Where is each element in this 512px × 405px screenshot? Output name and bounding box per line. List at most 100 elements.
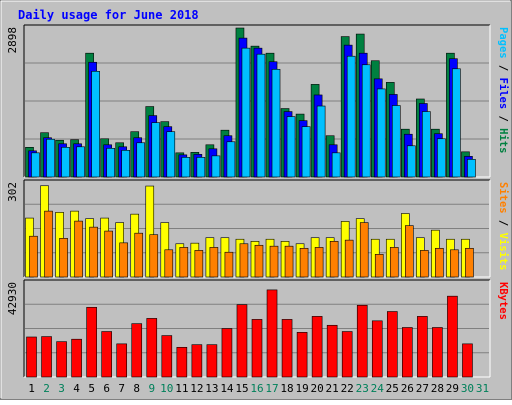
panel-hits-max-label: 2898 <box>6 27 19 54</box>
x-tick-label-day-2: 2 <box>43 382 50 395</box>
bar-visits-sites-day-25 <box>389 247 399 278</box>
bar-hits-pages-day-9 <box>151 122 161 178</box>
x-tick-label-day-3: 3 <box>58 382 65 395</box>
bar-hits-pages-day-6 <box>106 148 115 178</box>
x-tick-label-day-15: 15 <box>235 382 248 395</box>
bar-kbytes-kbytes-day-11 <box>176 346 188 378</box>
bar-hits-pages-day-28 <box>437 138 446 178</box>
bar-kbytes-kbytes-day-2 <box>41 336 52 378</box>
bar-visits-sites-day-27 <box>420 250 429 278</box>
bar-visits-sites-day-5 <box>89 226 98 278</box>
bar-kbytes-kbytes-day-25 <box>386 311 398 378</box>
bar-hits-pages-day-25 <box>391 105 401 178</box>
x-tick-label-day-4: 4 <box>73 382 80 395</box>
bar-visits-sites-day-24 <box>374 254 384 278</box>
bar-visits-sites-day-12 <box>194 250 204 278</box>
bar-kbytes-kbytes-day-17 <box>266 289 278 378</box>
bar-kbytes-kbytes-day-5 <box>86 306 97 378</box>
panel-kbytes-axis-label-part: KBytes <box>497 282 509 320</box>
bar-hits-pages-day-1 <box>31 152 40 178</box>
bar-hits-pages-day-8 <box>136 142 146 178</box>
x-tick-label-day-8: 8 <box>133 382 140 395</box>
bar-visits-sites-day-19 <box>299 247 309 278</box>
bar-hits-pages-day-5 <box>91 71 100 178</box>
bar-hits-pages-day-30 <box>467 159 476 178</box>
bar-kbytes-kbytes-day-16 <box>251 319 263 378</box>
bar-visits-sites-day-18 <box>284 245 294 278</box>
panel-hits-axis-label-part: Files <box>497 78 509 110</box>
bar-visits-sites-day-26 <box>405 225 414 278</box>
bar-visits-sites-day-28 <box>435 247 444 278</box>
x-tick-label-day-25: 25 <box>386 382 399 395</box>
panel-visits-axis-label: Sites / Visits <box>497 182 509 271</box>
bar-hits-pages-day-27 <box>422 111 431 178</box>
bar-visits-sites-day-17 <box>269 245 279 278</box>
bar-visits-sites-day-23 <box>359 222 369 278</box>
bar-kbytes-kbytes-day-13 <box>206 344 218 378</box>
bar-hits-pages-day-19 <box>301 126 311 178</box>
bar-kbytes-kbytes-day-22 <box>341 331 353 378</box>
chart-title: Daily usage for June 2018 <box>18 8 199 22</box>
bar-hits-pages-day-24 <box>376 88 386 178</box>
bar-kbytes-kbytes-day-12 <box>191 344 203 378</box>
bar-kbytes-kbytes-day-27 <box>417 316 428 378</box>
bar-kbytes-kbytes-day-14 <box>221 328 233 378</box>
bar-visits-sites-day-21 <box>329 241 339 278</box>
bar-visits-sites-day-22 <box>344 239 354 278</box>
bar-hits-pages-day-17 <box>271 68 281 178</box>
x-tick-label-day-7: 7 <box>118 382 125 395</box>
x-tick-label-day-17: 17 <box>265 382 278 395</box>
x-tick-label-day-12: 12 <box>190 382 203 395</box>
bar-kbytes-kbytes-day-4 <box>71 338 82 378</box>
bar-visits-sites-day-29 <box>450 249 459 278</box>
bar-hits-pages-day-15 <box>241 47 251 178</box>
x-tick-label-day-11: 11 <box>175 382 188 395</box>
bar-hits-pages-day-12 <box>196 157 206 178</box>
panel-visits-axis-label-part: / <box>497 214 509 233</box>
x-tick-label-day-1: 1 <box>28 382 35 395</box>
x-tick-label-day-23: 23 <box>356 382 369 395</box>
bar-visits-sites-day-20 <box>314 247 324 278</box>
x-tick-label-day-10: 10 <box>160 382 173 395</box>
bar-hits-pages-day-16 <box>256 53 266 178</box>
x-tick-label-day-31: 31 <box>476 382 489 395</box>
bar-kbytes-kbytes-day-7 <box>116 343 128 378</box>
x-tick-label-day-18: 18 <box>280 382 293 395</box>
bar-kbytes-kbytes-day-8 <box>131 323 143 378</box>
x-tick-label-day-9: 9 <box>148 382 155 395</box>
bar-visits-sites-day-2 <box>44 210 53 278</box>
x-tick-label-day-21: 21 <box>326 382 339 395</box>
bar-visits-sites-day-16 <box>254 244 264 278</box>
bar-kbytes-kbytes-day-1 <box>26 336 37 378</box>
bar-visits-sites-day-14 <box>224 251 234 278</box>
bar-hits-pages-day-11 <box>181 157 191 178</box>
panel-visits-axis-label-part: Visits <box>497 233 509 271</box>
x-tick-label-day-27: 27 <box>416 382 429 395</box>
bar-hits-pages-day-22 <box>346 55 356 178</box>
bar-kbytes-kbytes-day-9 <box>146 318 158 378</box>
panel-kbytes-max-label: 42930 <box>6 282 19 315</box>
bar-hits-pages-day-29 <box>452 68 461 178</box>
bar-kbytes-kbytes-day-21 <box>326 324 338 378</box>
panel-kbytes-axis-label: KBytes <box>497 282 509 320</box>
bar-kbytes-kbytes-day-23 <box>356 304 368 378</box>
x-tick-label-day-26: 26 <box>401 382 414 395</box>
panel-hits-axis-label-part: / <box>497 59 509 78</box>
bar-visits-sites-day-6 <box>104 230 113 278</box>
bar-visits-sites-day-3 <box>59 238 68 278</box>
bar-visits-sites-day-9 <box>149 234 159 278</box>
panel-visits-max-label: 302 <box>6 182 19 202</box>
bar-hits-pages-day-3 <box>61 147 70 178</box>
x-tick-label-day-30: 30 <box>461 382 474 395</box>
bar-hits-pages-day-7 <box>121 150 130 178</box>
x-tick-label-day-22: 22 <box>341 382 354 395</box>
panel-hits-axis-label-part: / <box>497 109 509 128</box>
x-tick-label-day-16: 16 <box>250 382 263 395</box>
x-tick-label-day-14: 14 <box>220 382 234 395</box>
bar-visits-sites-day-7 <box>119 242 128 278</box>
bar-kbytes-kbytes-day-19 <box>296 332 308 378</box>
bar-kbytes-kbytes-day-6 <box>101 331 112 378</box>
